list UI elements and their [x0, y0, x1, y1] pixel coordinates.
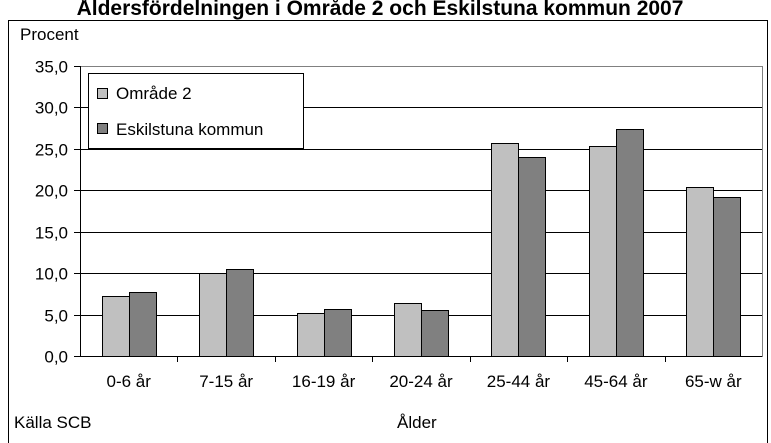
- x-tick-label: 16-19 år: [292, 372, 356, 391]
- y-tick-label: 25,0: [35, 141, 68, 160]
- y-tick-label: 30,0: [35, 99, 68, 118]
- y-tick-label: 20,0: [35, 182, 68, 201]
- bar-eskilstuna-kommun: [518, 157, 546, 357]
- x-tick-label: 45-64 år: [584, 372, 648, 391]
- bar-omrade-2: [199, 273, 227, 357]
- legend: Område 2 Eskilstuna kommun: [88, 73, 304, 149]
- legend-label-eskilstuna-kommun: Eskilstuna kommun: [116, 120, 263, 139]
- x-tick-label: 20-24 år: [389, 372, 453, 391]
- legend-swatch-omrade-2: [97, 88, 108, 99]
- chart-title: Åldersfördelningen i Område 2 och Eskils…: [77, 0, 684, 20]
- bar-omrade-2: [102, 296, 130, 357]
- legend-label-omrade-2: Område 2: [116, 84, 192, 103]
- bar-eskilstuna-kommun: [616, 129, 644, 357]
- bar-eskilstuna-kommun: [226, 269, 254, 357]
- bar-eskilstuna-kommun: [129, 292, 157, 357]
- y-tick-label: 0,0: [44, 348, 68, 367]
- y-tick-label: 10,0: [35, 265, 68, 284]
- x-tick-label: 0-6 år: [107, 372, 152, 391]
- bar-eskilstuna-kommun: [421, 310, 449, 357]
- bar-omrade-2: [297, 313, 325, 357]
- bar-eskilstuna-kommun: [713, 197, 741, 357]
- y-axis-label: Procent: [20, 25, 79, 44]
- source-label: Källa SCB: [14, 413, 91, 432]
- bar-omrade-2: [491, 143, 519, 357]
- bar-omrade-2: [394, 303, 422, 357]
- bar-omrade-2: [589, 146, 617, 357]
- x-tick-label: 7-15 år: [199, 372, 253, 391]
- y-tick-label: 15,0: [35, 224, 68, 243]
- x-tick-label: 65-w år: [685, 372, 742, 391]
- legend-box: [88, 73, 304, 149]
- bar-omrade-2: [686, 187, 714, 357]
- legend-swatch-eskilstuna-kommun: [97, 123, 108, 134]
- bar-eskilstuna-kommun: [324, 309, 352, 357]
- figure-border: [8, 20, 768, 443]
- x-tick-label: 25-44 år: [487, 372, 551, 391]
- y-tick-label: 5,0: [44, 307, 68, 326]
- y-tick-label: 35,0: [35, 58, 68, 77]
- x-axis-label: Ålder: [397, 413, 437, 432]
